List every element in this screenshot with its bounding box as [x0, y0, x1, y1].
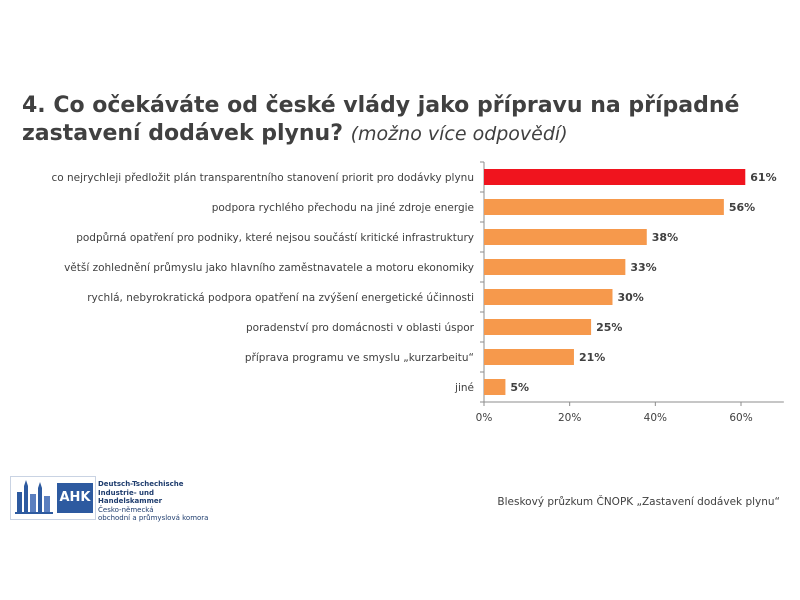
x-tick-label: 20%: [558, 412, 581, 424]
value-label: 25%: [596, 321, 622, 334]
bar: [484, 199, 724, 215]
logo-line-4: obchodní a průmyslová komora: [98, 514, 209, 522]
bar: [484, 349, 574, 365]
bar: [484, 379, 506, 395]
logo-text: Deutsch-Tschechische Industrie- und Hand…: [98, 480, 210, 523]
bar: [484, 229, 647, 245]
category-label: příprava programu ve smyslu „kurzarbeitu…: [245, 352, 474, 364]
bar: [484, 289, 613, 305]
value-label: 33%: [630, 261, 656, 274]
footer-source: Bleskový průzkum ČNOPK „Zastavení dodáve…: [497, 496, 780, 508]
value-label: 5%: [510, 381, 529, 394]
logo-emblem: AHK: [10, 476, 96, 520]
category-label: jiné: [454, 382, 474, 394]
category-label: co nejrychleji předložit plán transparen…: [51, 172, 474, 184]
value-label: 61%: [750, 171, 776, 184]
city-skyline-icon: [15, 480, 53, 514]
bar: [484, 169, 746, 185]
logo-line-2: Industrie- und Handelskammer: [98, 488, 163, 506]
value-label: 56%: [729, 201, 755, 214]
logo-ahk-mark: AHK: [57, 483, 93, 513]
value-label: 30%: [618, 291, 644, 304]
value-label: 38%: [652, 231, 678, 244]
x-tick-label: 40%: [644, 412, 667, 424]
title-main: 4. Co očekáváte od české vlády jako příp…: [22, 93, 740, 146]
logo-line-1: Deutsch-Tschechische: [98, 480, 184, 488]
category-label: podpora rychlého přechodu na jiné zdroje…: [212, 202, 474, 214]
category-label: poradenství pro domácnosti v oblasti úsp…: [246, 322, 475, 334]
title-sub: (možno více odpovědí): [350, 123, 568, 145]
bar: [484, 319, 592, 335]
category-label: rychlá, nebyrokratická podpora opatření …: [87, 292, 474, 304]
logo-line-3: Česko-německá: [98, 505, 154, 514]
page-title: 4. Co očekáváte od české vlády jako příp…: [22, 92, 782, 148]
category-label: podpůrná opatření pro podniky, které nej…: [76, 232, 474, 244]
bar: [484, 259, 626, 275]
x-tick-label: 0%: [476, 412, 493, 424]
x-tick-label: 60%: [729, 412, 752, 424]
value-label: 21%: [579, 351, 605, 364]
ahk-logo: AHK Deutsch-Tschechische Industrie- und …: [10, 476, 210, 523]
category-label: větší zohlednění průmyslu jako hlavního …: [64, 262, 474, 274]
